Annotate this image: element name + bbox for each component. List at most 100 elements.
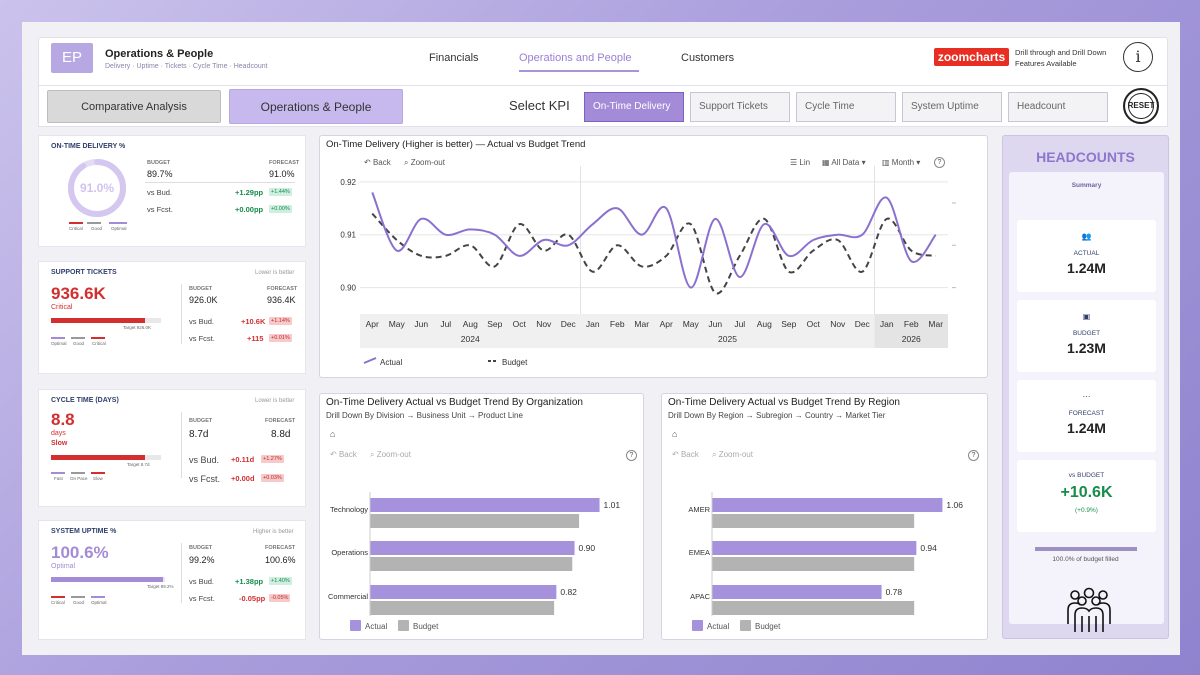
vs-bud-value: +1.38pp: [235, 577, 264, 586]
region-chart-panel: On-Time Delivery Actual vs Budget Trend …: [661, 393, 988, 640]
back-button[interactable]: ↶ Back: [672, 450, 699, 459]
forecast-value: 1.24M: [1067, 420, 1106, 436]
legend-actual[interactable]: Actual: [365, 622, 388, 631]
bar-actual[interactable]: [370, 541, 575, 555]
vs-fcst-value: +0.00pp: [235, 205, 264, 214]
vs-fcst-value: -0.05pp: [239, 594, 266, 603]
month-dropdown[interactable]: ▥ Month ▾: [882, 158, 921, 167]
org-title: On-Time Delivery Actual vs Budget Trend …: [326, 397, 583, 408]
vs-fcst-badge: -0.05%: [269, 594, 291, 602]
calculator-icon: ▣: [1082, 312, 1091, 321]
reset-button[interactable]: RESET: [1123, 88, 1159, 124]
bar-budget[interactable]: [370, 601, 555, 615]
tab-operations-and-people[interactable]: Operations and People: [519, 52, 632, 64]
budget-value: 99.2%: [189, 555, 215, 565]
lin-button[interactable]: ☰ Lin: [790, 158, 810, 167]
home-icon[interactable]: ⌂: [330, 429, 336, 439]
legend-good: Good: [91, 226, 103, 231]
help-icon[interactable]: ?: [968, 450, 979, 461]
cycle-progress-track: [51, 455, 161, 460]
vs-bud-label: vs Bud.: [147, 188, 173, 197]
bar-actual[interactable]: [370, 585, 557, 599]
info-icon[interactable]: i: [1123, 42, 1153, 72]
legend-actual[interactable]: Actual: [380, 358, 402, 367]
zoom-out-label: Zoom-out: [376, 450, 411, 459]
legend-budget[interactable]: Budget: [413, 622, 439, 631]
system-uptime-card[interactable]: SYSTEM UPTIME % Higher is better 100.6% …: [38, 520, 306, 640]
category-label: Commercial: [328, 592, 368, 601]
bar-actual[interactable]: [712, 498, 943, 512]
bar-budget[interactable]: [370, 514, 580, 528]
legend-swatch-fast: [51, 472, 65, 474]
legend-actual-swatch: [692, 620, 703, 631]
back-label: Back: [338, 450, 357, 459]
tab-customers[interactable]: Customers: [681, 52, 735, 64]
kpi-headcount-button[interactable]: Headcount: [1008, 92, 1108, 122]
bar-actual[interactable]: [370, 498, 600, 512]
kpi-cycle-time-button[interactable]: Cycle Time: [796, 92, 896, 122]
budget-value: 89.7%: [147, 169, 173, 179]
series-budget-line[interactable]: [371, 212, 936, 295]
cycle-status: Slow: [51, 440, 68, 447]
org-bar-chart[interactable]: Technology 1.01 Operations 0.90 Commercial 0.…: [320, 394, 644, 640]
bar-actual[interactable]: [712, 585, 882, 599]
on-time-delivery-card[interactable]: ON-TIME DELIVERY % 91.0% Critical Good O…: [38, 135, 306, 247]
vs-bud-badge: +1.14%: [269, 317, 292, 325]
region-bar-chart[interactable]: AMER 1.06 EMEA 0.94 APAC 0.78: [662, 394, 988, 640]
cycle-time-card[interactable]: CYCLE TIME (DAYS) Lower is better 8.8 da…: [38, 389, 306, 507]
headcount-panel: HEADCOUNTS Summary 👥 ACTUAL 1.24M ▣ BUDG…: [1002, 135, 1169, 639]
legend-budget[interactable]: Budget: [502, 358, 528, 367]
kpi-support-tickets-button[interactable]: Support Tickets: [690, 92, 790, 122]
all-data-dropdown[interactable]: ▦ All Data ▾: [822, 158, 866, 167]
budget-header: BUDGET: [189, 545, 213, 551]
bar-budget[interactable]: [712, 601, 915, 615]
support-tickets-card[interactable]: SUPPORT TICKETS Lower is better 936.6K C…: [38, 261, 306, 374]
bar-budget[interactable]: [712, 557, 915, 571]
kpi-on-time-delivery-button[interactable]: On-Time Delivery: [584, 92, 684, 122]
vs-bud-badge: +1.27%: [261, 455, 284, 463]
bar-actual[interactable]: [712, 541, 917, 555]
legend-budget-swatch: [398, 620, 409, 631]
legend-budget[interactable]: Budget: [755, 622, 781, 631]
home-icon[interactable]: ⌂: [672, 429, 678, 439]
otd-value: 91.0%: [80, 181, 114, 195]
kpi-system-uptime-button[interactable]: System Uptime: [902, 92, 1002, 122]
zoom-out-button[interactable]: ⌕ Zoom-out: [404, 158, 445, 168]
help-icon[interactable]: ?: [934, 157, 945, 168]
bar-budget[interactable]: [712, 514, 915, 528]
back-label: Back: [680, 450, 699, 459]
back-button[interactable]: ↶ Back: [330, 450, 357, 459]
bar-budget[interactable]: [370, 557, 573, 571]
lin-label: Lin: [799, 158, 811, 167]
people-group-icon: [1067, 587, 1111, 632]
trend-title: On-Time Delivery (Higher is better) — Ac…: [326, 139, 586, 150]
forecast-value: 8.8d: [271, 429, 291, 440]
forecast-box: ⋯ FORECAST 1.24M: [1017, 380, 1156, 452]
legend-actual[interactable]: Actual: [707, 622, 730, 631]
legend-swatch-good: [87, 222, 101, 224]
legend-swatch-critical: [91, 337, 105, 339]
kpi-toolbar: Comparative Analysis Operations & People…: [38, 85, 1168, 127]
zoom-out-button[interactable]: ⌕ Zoom-out: [370, 450, 411, 460]
comparative-analysis-button[interactable]: Comparative Analysis: [47, 90, 221, 123]
vs-fcst-badge: +0.00%: [269, 205, 292, 213]
select-kpi-label: Select KPI: [509, 98, 570, 113]
trend-chart[interactable]: 0.90 0.91 0.92 Apr May Jun Jul Aug Sep Oct Nov Dec J…: [320, 136, 988, 378]
legend-swatch-critical: [51, 596, 65, 598]
tab-financials[interactable]: Financials: [429, 52, 479, 64]
back-button[interactable]: ↶ Back: [364, 158, 391, 167]
summary-label: Summary: [1071, 182, 1102, 189]
data-label: 1.06: [946, 500, 963, 510]
zoom-out-button[interactable]: ⌕ Zoom-out: [712, 450, 753, 460]
uptime-value: 100.6%: [51, 543, 109, 562]
operations-people-button[interactable]: Operations & People: [229, 89, 403, 124]
divider: [181, 412, 182, 478]
legend-optimal: Optimal: [111, 226, 127, 231]
x-tick-label: Jun: [414, 319, 428, 329]
zoom-out-label: Zoom-out: [718, 450, 753, 459]
series-actual-line[interactable]: [371, 192, 937, 289]
budget-filled-bar: [1035, 547, 1137, 551]
legend-critical: Critical: [92, 341, 106, 346]
help-icon[interactable]: ?: [626, 450, 637, 461]
legend-swatch-optimal: [109, 222, 127, 224]
